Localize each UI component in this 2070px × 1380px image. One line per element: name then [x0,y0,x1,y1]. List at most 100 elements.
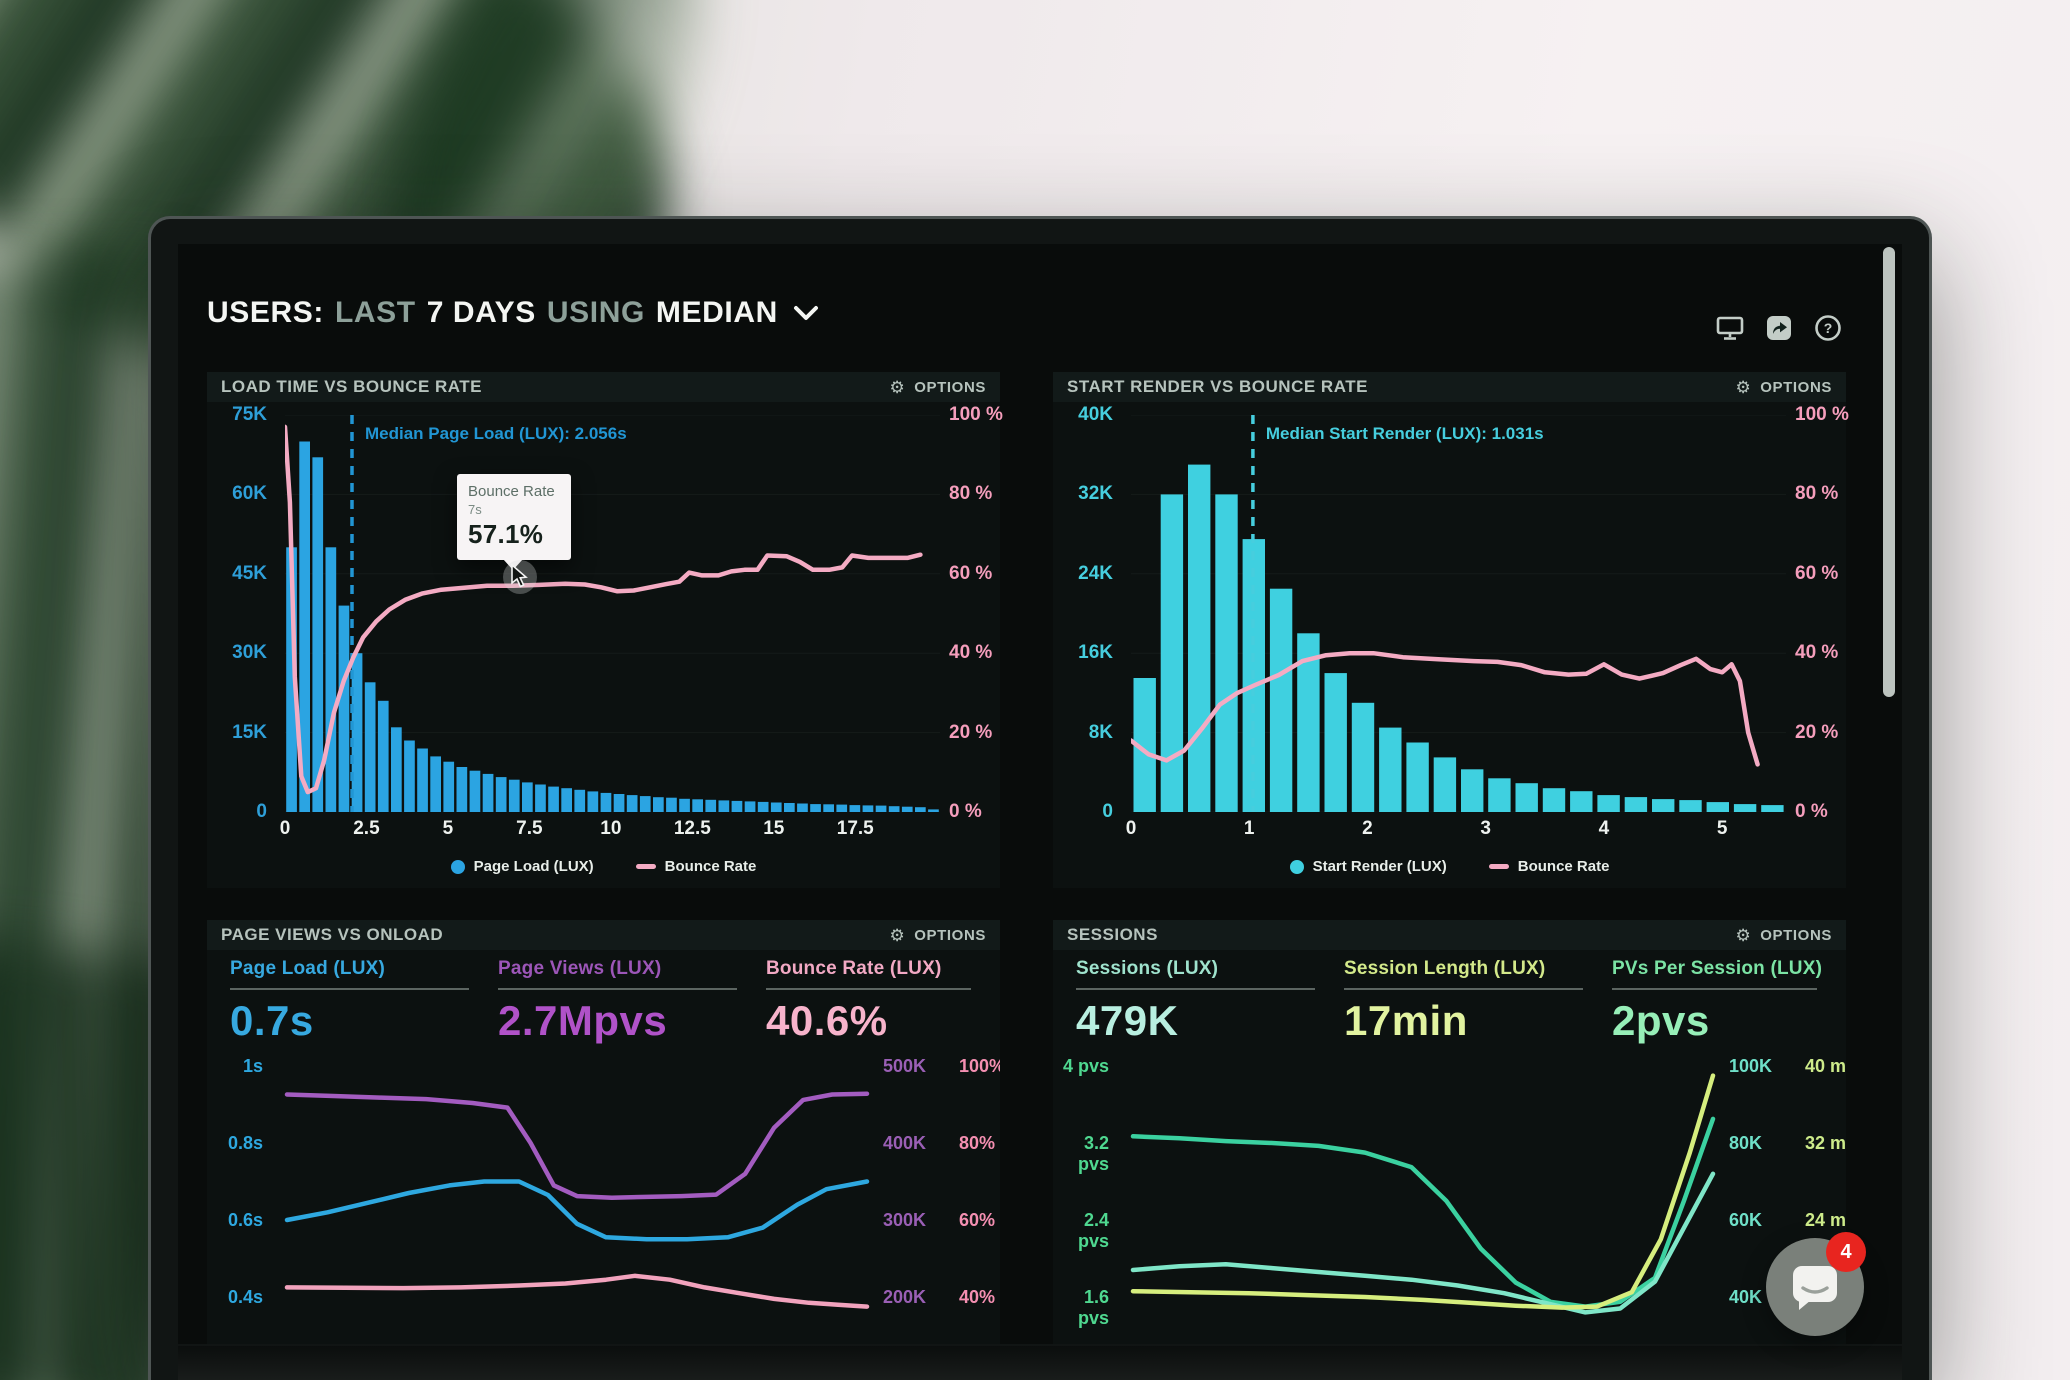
y-axis-tick: 60 % [1795,562,1839,584]
metric-value: 17min [1344,997,1468,1044]
y-axis-tick: 0 [256,801,267,822]
share-icon[interactable] [1763,312,1795,344]
laptop-frame: USERS: LAST 7 DAYS USING MEDIAN ? [148,216,1932,1380]
metric-pvs-per-session-lux-: PVs Per Session (LUX) 2pvs [1612,958,1842,1045]
dashboard-screen: USERS: LAST 7 DAYS USING MEDIAN ? [178,244,1902,1344]
x-axis: 0 2.5 5 7.5 10 12.5 15 17.5 [280,818,940,844]
options-button[interactable]: ⚙ OPTIONS [889,927,986,944]
y-axis-tick: 45K [232,562,267,584]
tooltip-pointer [503,559,523,570]
lines-plot [284,1091,870,1309]
metric-bounce-rate-lux-: Bounce Rate (LUX) 40.6% [766,958,996,1045]
metric-label: Page Load (LUX) [230,958,386,979]
lines-plot [1130,1073,1716,1315]
metric-value: 2.7Mpvs [498,997,668,1044]
options-button[interactable]: ⚙ OPTIONS [1735,379,1832,396]
y-axis-tick: 24K [1078,562,1113,584]
chat-widget-button[interactable]: 4 [1766,1232,1866,1336]
panel-title: PAGE VIEWS VS ONLOAD [221,925,444,944]
panel-header: START RENDER VS BOUNCE RATE ⚙ OPTIONS [1053,372,1846,402]
options-button[interactable]: ⚙ OPTIONS [889,379,986,396]
panel-header: PAGE VIEWS VS ONLOAD ⚙ OPTIONS [207,920,1000,950]
x-axis-tick: 5 [1716,818,1728,839]
median-annotation: Median Start Render (LUX): 1.031s [1265,424,1544,443]
metric-underline [766,988,971,990]
panel-title: START RENDER VS BOUNCE RATE [1067,377,1368,396]
x-axis-tick: 2.5 [353,818,380,839]
histogram-plot [1131,415,1786,812]
chevron-down-icon [793,305,819,321]
chart-tooltip: Bounce Rate 7s 57.1% [457,474,571,570]
x-axis-tick: 15 [763,818,785,839]
y-axis-tick: 40K [1729,1287,1763,1307]
y-axis-tick: 20 % [949,721,993,743]
panel-start-render-vs-bounce-rate: START RENDER VS BOUNCE RATE ⚙ OPTIONS 40… [1053,372,1849,888]
options-button[interactable]: ⚙ OPTIONS [1735,927,1832,944]
chart-legend: Start Render (LUX) Bounce Rate [1053,858,1846,875]
metrics-row: Sessions (LUX) 479K Session Length (LUX) 17… [1053,958,1846,1045]
y-axis-tick: 32K [1078,483,1113,505]
legend-item[interactable]: Bounce Rate [635,858,756,875]
y-axis-tick: 40 % [949,642,993,664]
y-axis-tick: 40% [959,1287,996,1307]
metric-label: Bounce Rate (LUX) [766,958,942,979]
panel-header: LOAD TIME VS BOUNCE RATE ⚙ OPTIONS [207,372,1000,402]
metric-page-load-lux-: Page Load (LUX) 0.7s [230,958,498,1045]
display-icon[interactable] [1714,312,1746,344]
metric-underline [230,988,469,990]
y-axis-tick: 500K [883,1056,927,1076]
y-axis-tick: 100% [959,1056,1000,1076]
users-period-dropdown[interactable]: USERS: LAST 7 DAYS USING MEDIAN [207,296,819,330]
histogram-plot [285,415,940,812]
y-axis-tick: 3.2 pvs [1077,1133,1109,1174]
legend-label: Start Render (LUX) [1312,858,1447,875]
panel-page-views-vs-onload: PAGE VIEWS VS ONLOAD ⚙ OPTIONS Page Load… [207,920,1000,1344]
legend-item[interactable]: Page Load (LUX) [450,858,594,875]
chat-bubble-icon [1793,1266,1837,1310]
y-axis-tick: 4 pvs [1062,1056,1109,1076]
metric-sessions-lux-: Sessions (LUX) 479K [1076,958,1344,1045]
page-scrollbar[interactable] [1883,247,1895,697]
y-axis-tick: 20 % [1795,721,1839,743]
legend-item[interactable]: Bounce Rate [1488,858,1609,875]
legend-dot-marker [450,859,465,874]
x-axis: 0 1 2 3 4 5 [1126,818,1786,844]
y-axis-tick: 16K [1078,642,1113,664]
gear-icon: ⚙ [889,925,906,945]
y-axis-tick: 0 [1102,801,1113,822]
x-axis-tick: 1 [1243,818,1255,839]
y-axis-tick: 100K [1729,1056,1773,1076]
y-axis-tick: 0 % [1795,801,1828,822]
title-segment: USERS: [207,296,324,329]
y-axis-tick: 100 % [949,404,1003,425]
help-icon[interactable]: ? [1812,312,1844,344]
panel-title: SESSIONS [1067,925,1158,944]
x-axis-tick: 2 [1362,818,1373,839]
metric-value: 0.7s [230,997,314,1044]
mouse-cursor-icon [503,560,537,594]
y-axis-tick: 60K [1729,1210,1763,1230]
y-axis-tick: 32 min [1805,1133,1846,1153]
metric-page-views-lux-: Page Views (LUX) 2.7Mpvs [498,958,766,1045]
x-axis-tick: 3 [1480,818,1491,839]
left-y-axis: 1s 0.8s 0.6s 0.4s [207,1050,273,1344]
legend-label: Page Load (LUX) [473,858,594,875]
y-axis-tick: 2.4 pvs [1077,1210,1109,1251]
y-axis-tick: 15K [232,721,267,743]
x-axis-tick: 5 [442,818,454,839]
legend-item[interactable]: Start Render (LUX) [1289,858,1447,875]
options-label: OPTIONS [1760,926,1832,944]
panel-sessions: SESSIONS ⚙ OPTIONS Sessions (LUX) 479K Ses… [1053,920,1846,1344]
y-axis-tick: 1.6 pvs [1077,1287,1109,1328]
tooltip-x-value: 7s [468,502,482,517]
y-axis-tick: 80K [1729,1133,1763,1153]
y-axis-tick: 0.4s [227,1287,263,1307]
y-axis-tick: 60 % [949,562,993,584]
right-y-axis-2: 100% 80% 60% 40% [959,1050,1000,1344]
line-chart: 4 pvs 3.2 pvs 2.4 pvs 1.6 pvs 100K 80K 60K 40K… [1053,1050,1846,1344]
left-y-axis: 75K 60K 45K 30K 15K 0 [207,404,275,822]
y-axis-tick: 24 min [1805,1210,1846,1230]
y-axis-tick: 100 % [1795,404,1849,425]
tooltip-value: 57.1% [468,519,544,549]
legend-line-marker [1488,864,1509,869]
